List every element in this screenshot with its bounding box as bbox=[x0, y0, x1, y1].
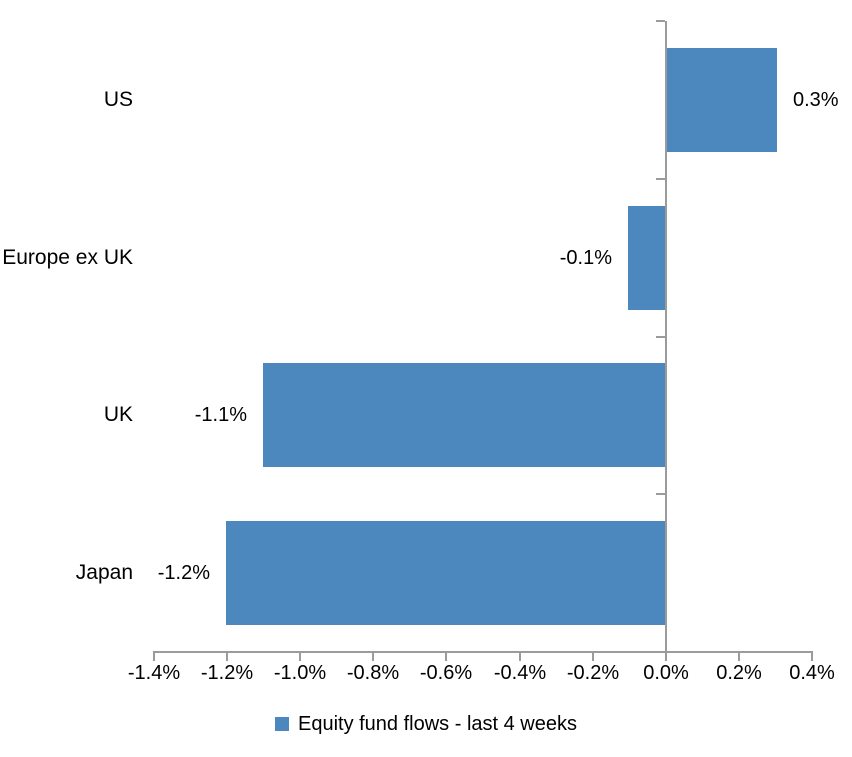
y-axis-tick bbox=[656, 493, 665, 495]
bar-japan[interactable] bbox=[226, 521, 665, 625]
y-axis-tick bbox=[656, 336, 665, 338]
category-label: US bbox=[103, 88, 133, 111]
data-label: -1.2% bbox=[157, 562, 210, 584]
x-tick-label: 0.0% bbox=[643, 662, 689, 684]
x-axis-tick bbox=[372, 653, 374, 661]
x-tick-label: -1.2% bbox=[200, 662, 254, 684]
bar-uk[interactable] bbox=[263, 363, 665, 467]
y-axis-tick bbox=[656, 651, 665, 653]
x-axis-tick bbox=[226, 653, 228, 661]
x-axis-tick bbox=[153, 653, 155, 661]
y-axis-tick bbox=[656, 178, 665, 180]
x-tick-label: -0.4% bbox=[493, 662, 547, 684]
legend[interactable]: Equity fund flows - last 4 weeks bbox=[0, 714, 852, 734]
category-label: UK bbox=[103, 403, 133, 426]
legend-square-icon bbox=[274, 717, 289, 731]
x-tick-label: -1.0% bbox=[273, 662, 327, 684]
x-axis-tick bbox=[445, 653, 447, 661]
x-tick-label: -1.4% bbox=[127, 662, 181, 684]
x-tick-label: 0.4% bbox=[789, 662, 835, 684]
plot-area: 0.3% US -0.1% Europe ex UK -1.1% UK -1.2% Japan… bbox=[2, 20, 839, 684]
x-tick-label: 0.2% bbox=[716, 662, 762, 684]
data-label: 0.3% bbox=[793, 89, 839, 111]
x-axis-tick bbox=[519, 653, 521, 661]
data-label: -1.1% bbox=[194, 404, 247, 426]
x-tick-label: -0.6% bbox=[419, 662, 473, 684]
category-label: Europe ex UK bbox=[2, 246, 133, 269]
y-axis-tick bbox=[656, 20, 665, 22]
bar-europe-ex-uk[interactable] bbox=[628, 206, 665, 310]
data-label: -0.1% bbox=[559, 247, 612, 269]
bar-us[interactable] bbox=[667, 48, 777, 152]
y-axis-line bbox=[665, 21, 667, 660]
x-axis-tick bbox=[738, 653, 740, 661]
x-axis-tick bbox=[592, 653, 594, 661]
category-label: Japan bbox=[75, 561, 133, 584]
x-axis-tick bbox=[811, 653, 813, 661]
x-tick-label: -0.2% bbox=[566, 662, 620, 684]
x-axis-line bbox=[153, 651, 813, 653]
x-tick-label: -0.8% bbox=[346, 662, 400, 684]
x-axis-tick bbox=[299, 653, 301, 661]
legend-label: Equity fund flows - last 4 weeks bbox=[297, 713, 577, 735]
